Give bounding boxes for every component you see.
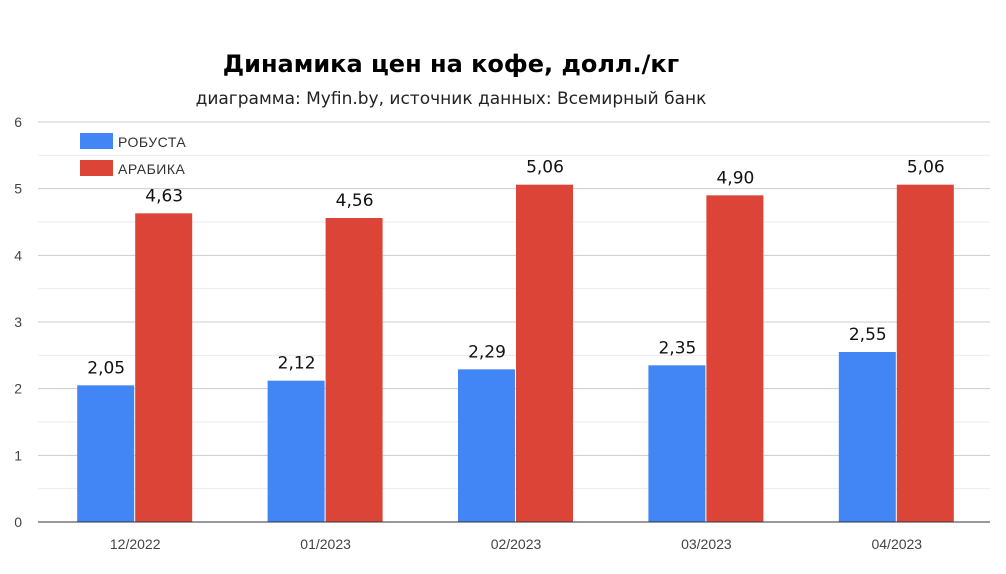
bar-arabica (896, 184, 954, 522)
data-label: 2,35 (658, 338, 696, 358)
data-label: 4,63 (145, 186, 183, 206)
bar-robusta (458, 369, 515, 522)
bar-arabica (706, 195, 764, 523)
data-label: 5,06 (907, 158, 945, 178)
data-label: 4,90 (716, 168, 754, 188)
x-tick-label: 01/2023 (300, 536, 351, 552)
data-labels: 2,05 4,63 2,12 4,56 2,29 5,06 2,35 4,90 2,55 5,06 (87, 158, 944, 379)
y-tick-label: 2 (14, 381, 22, 397)
data-label: 2,12 (278, 354, 316, 374)
bars (77, 184, 954, 523)
x-tick-label: 02/2023 (491, 536, 542, 552)
data-label: 4,56 (336, 191, 374, 211)
legend-swatch (80, 133, 113, 149)
bar-robusta (77, 385, 135, 522)
y-axis: 0 1 2 3 4 5 6 (14, 114, 22, 530)
x-tick-label: 12/2022 (110, 536, 161, 552)
bar-arabica (325, 218, 383, 522)
bar-arabica (516, 184, 573, 522)
legend-label: АРАБИКА (118, 161, 185, 177)
x-tick-label: 03/2023 (681, 536, 732, 552)
data-label: 5,06 (526, 158, 564, 178)
x-tick-label: 04/2023 (871, 536, 922, 552)
y-tick-label: 0 (14, 514, 22, 530)
y-tick-label: 3 (14, 314, 22, 330)
y-tick-label: 6 (14, 114, 22, 130)
data-label: 2,55 (849, 325, 887, 345)
legend-swatch (80, 160, 113, 176)
bar-robusta (267, 380, 325, 522)
legend-label: РОБУСТА (118, 134, 186, 150)
y-tick-label: 1 (14, 447, 22, 463)
legend: РОБУСТА АРАБИКА (80, 133, 186, 177)
x-axis: 12/2022 01/2023 02/2023 03/2023 04/2023 (38, 521, 990, 552)
bar-robusta (648, 365, 706, 522)
y-tick-label: 4 (14, 247, 22, 263)
y-tick-label: 5 (14, 181, 22, 197)
bar-robusta (838, 352, 896, 522)
data-label: 2,29 (468, 342, 506, 362)
data-label: 2,05 (87, 358, 125, 378)
chart-subtitle: диаграмма: Myfin.by, источник данных: Вс… (195, 89, 707, 109)
bar-arabica (135, 213, 193, 523)
chart-title: Динамика цен на кофе, долл./кг (222, 50, 680, 78)
